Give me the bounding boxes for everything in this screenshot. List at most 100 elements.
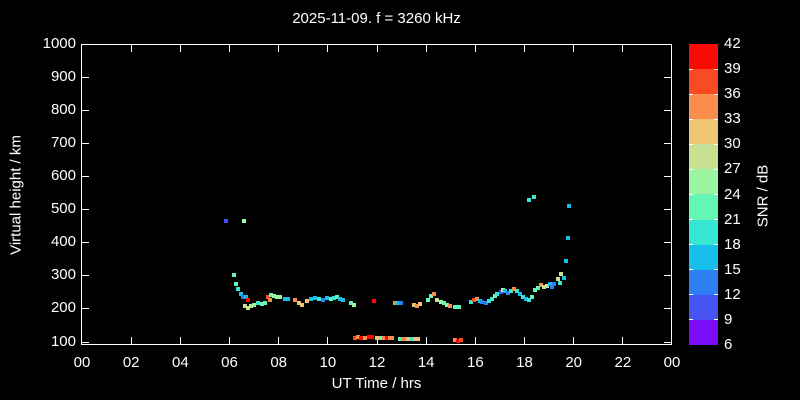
x-tick: [229, 337, 230, 344]
data-point: [337, 297, 342, 302]
colorbar-tick: [714, 168, 718, 170]
data-point: [455, 339, 460, 344]
colorbar-segment: [689, 269, 718, 295]
data-point: [378, 336, 383, 341]
data-point: [545, 284, 550, 289]
colorbar-tick-label: 27: [724, 160, 741, 178]
colorbar-segment: [689, 319, 718, 345]
data-point: [548, 282, 553, 287]
x-tick-label: 16: [466, 354, 484, 371]
y-tick-label: 300: [50, 266, 76, 284]
y-tick: [82, 143, 89, 145]
x-tick-mirror: [524, 45, 525, 52]
data-point: [515, 289, 520, 294]
data-point: [498, 290, 503, 295]
colorbar-tick-label: 9: [724, 310, 733, 328]
colorbar-segment: [689, 119, 718, 145]
x-tick: [278, 337, 280, 344]
y-tick: [82, 308, 89, 310]
data-point: [372, 299, 377, 304]
data-point: [532, 195, 537, 200]
data-point: [477, 299, 482, 304]
data-point: [431, 292, 436, 297]
y-tick-label: 700: [50, 134, 76, 152]
colorbar-segment: [689, 194, 718, 220]
data-point: [245, 306, 250, 311]
colorbar-tick: [689, 68, 693, 70]
data-point: [262, 301, 267, 306]
data-point: [425, 298, 430, 303]
colorbar-tick-label: 12: [724, 285, 741, 303]
data-point: [233, 282, 238, 287]
data-point: [512, 287, 517, 292]
colorbar-segment: [689, 219, 718, 245]
data-point: [351, 303, 356, 308]
colorbar-tick: [689, 93, 693, 95]
data-point: [381, 336, 386, 341]
y-tick-mirror: [664, 209, 671, 211]
y-tick: [82, 341, 89, 343]
x-tick-mirror: [573, 45, 575, 52]
colorbar-tick: [714, 319, 718, 321]
data-point: [316, 297, 321, 302]
x-tick: [524, 337, 525, 344]
data-point: [358, 336, 363, 341]
y-tick-label: 100: [50, 332, 76, 350]
colorbar-tick-label: 24: [724, 185, 741, 203]
colorbar-tick-label: 30: [724, 135, 741, 153]
y-tick-label: 800: [50, 101, 76, 119]
data-point: [369, 335, 374, 340]
colorbar-segment: [689, 244, 718, 270]
data-point: [414, 304, 419, 309]
colorbar-tick: [714, 68, 718, 70]
y-tick-mirror: [664, 176, 671, 178]
data-point: [411, 303, 416, 308]
y-tick-label: 400: [50, 233, 76, 251]
x-tick: [376, 337, 378, 344]
data-point: [328, 297, 333, 302]
x-tick-mirror: [130, 45, 132, 52]
data-point: [403, 337, 408, 342]
data-point: [255, 301, 260, 306]
data-point: [557, 280, 562, 285]
data-point: [558, 272, 563, 277]
data-point: [238, 292, 243, 297]
data-point: [340, 298, 345, 303]
colorbar-segment: [689, 69, 718, 95]
colorbar-tick: [689, 294, 693, 296]
data-point: [231, 273, 236, 278]
data-point: [452, 305, 457, 310]
data-point: [271, 294, 276, 299]
data-point: [435, 298, 440, 303]
data-point: [392, 301, 397, 306]
x-tick-mirror: [376, 45, 378, 52]
data-point: [492, 294, 497, 299]
data-point: [536, 286, 541, 291]
colorbar-segment: [689, 44, 718, 70]
colorbar-tick-label: 6: [724, 336, 733, 353]
y-tick-mirror: [664, 77, 671, 79]
data-point: [441, 301, 446, 306]
data-point: [409, 337, 414, 342]
y-tick-mirror: [664, 341, 671, 343]
data-point: [387, 336, 392, 341]
data-point: [397, 337, 402, 342]
data-point: [274, 295, 279, 300]
x-tick-mirror: [179, 45, 181, 52]
colorbar-tick: [714, 118, 718, 120]
data-point: [300, 303, 305, 308]
data-point: [495, 292, 500, 297]
x-tick-label: 14: [417, 354, 435, 371]
data-point: [447, 304, 452, 309]
data-point: [468, 300, 473, 305]
x-tick-mirror: [327, 45, 329, 52]
colorbar-segment: [689, 144, 718, 170]
y-tick: [82, 110, 89, 112]
data-point: [265, 295, 270, 300]
x-tick: [573, 337, 575, 344]
y-tick-label: 600: [50, 167, 76, 185]
colorbar-tick: [714, 294, 718, 296]
data-point: [384, 336, 389, 341]
colorbar-tick: [689, 269, 693, 271]
colorbar-tick: [689, 168, 693, 170]
